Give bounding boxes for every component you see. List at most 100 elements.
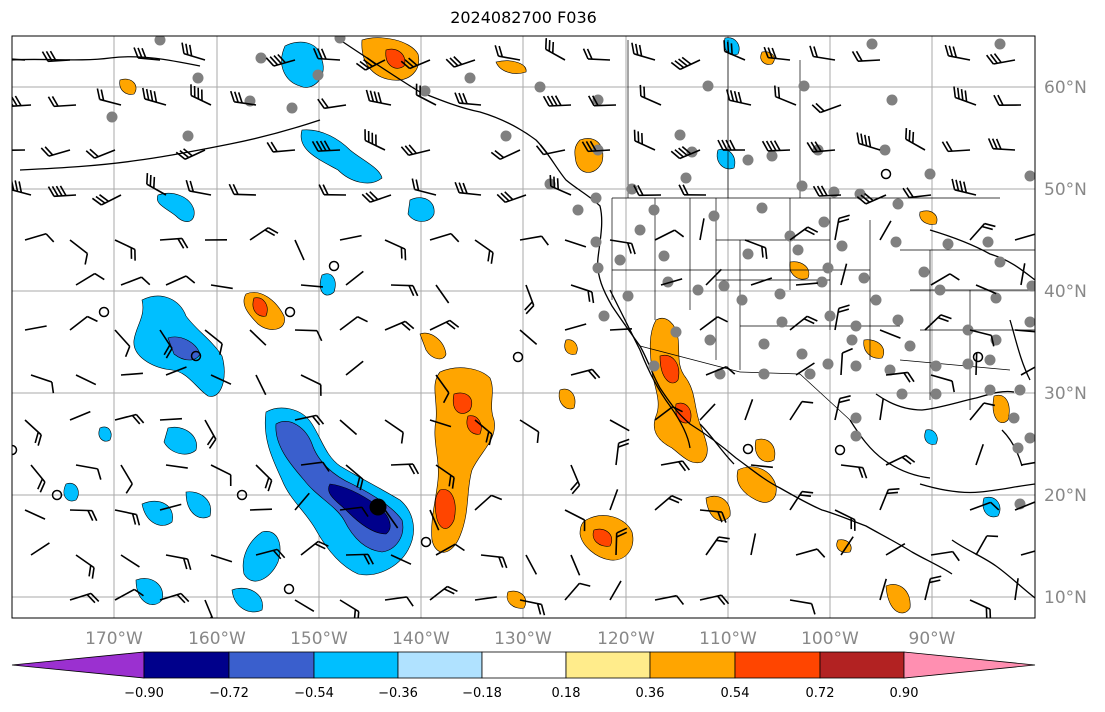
colorbar-bin-6	[565, 651, 651, 679]
wind-barb	[400, 57, 431, 70]
wind-barb	[494, 45, 521, 61]
wind-barb	[445, 56, 476, 68]
wind-barb	[564, 582, 591, 601]
wind-barb	[411, 178, 437, 196]
wind-barb	[789, 315, 818, 331]
wind-barb	[429, 585, 458, 601]
wind-barb	[190, 84, 212, 106]
wind-barb	[525, 554, 538, 575]
wind-barb	[856, 192, 887, 205]
lon-label-160w: 160°W	[188, 629, 246, 649]
wind-barb	[294, 239, 305, 261]
colorbar-bin-1	[143, 651, 230, 679]
wind-barb	[633, 184, 662, 197]
wind-barb	[609, 239, 636, 255]
wind-barb	[339, 506, 369, 517]
wind-barb	[185, 179, 212, 196]
wind-barb	[30, 464, 46, 493]
colorbar-extend-high	[903, 651, 1036, 679]
calm-wind-circles	[12, 168, 984, 595]
wind-barb	[339, 419, 358, 436]
wind-barb	[159, 417, 183, 421]
wind-barb	[496, 191, 527, 204]
wind-barb	[249, 508, 273, 511]
wind-barb	[435, 543, 465, 556]
wind-barb	[429, 509, 440, 531]
wind-barb	[969, 599, 992, 618]
wind-barb	[454, 92, 482, 106]
wind-barb	[311, 140, 341, 152]
wind-barb	[204, 329, 223, 355]
wind-barb	[975, 284, 997, 295]
wind-barb	[726, 89, 752, 106]
wind-barb	[660, 460, 690, 472]
wind-barb	[969, 402, 996, 421]
wind-barb	[519, 599, 546, 616]
wind-barb	[24, 419, 42, 446]
wind-barb	[885, 454, 916, 466]
wind-barb	[114, 588, 144, 601]
wind-barb	[840, 464, 868, 479]
wind-barb	[840, 263, 848, 286]
wind-barb	[806, 141, 836, 153]
wind-barb	[969, 329, 995, 347]
wind-barb	[114, 413, 145, 425]
wind-barb	[705, 268, 722, 286]
wind-barb	[851, 50, 881, 62]
wind-barb	[339, 316, 368, 331]
wind-barb	[210, 374, 232, 385]
wind-barb	[69, 239, 89, 265]
wind-barb	[834, 395, 851, 421]
wind-barb	[639, 84, 662, 106]
wind-barb	[879, 329, 901, 339]
wind-barb	[384, 239, 407, 261]
wind-barb	[229, 90, 257, 106]
wind-barb	[930, 550, 960, 562]
wind-barb	[114, 239, 136, 261]
wind-barb	[1014, 578, 1019, 601]
wind-barb	[435, 284, 450, 304]
wind-barb	[879, 398, 885, 421]
wind-barb	[840, 536, 854, 556]
wind-barb	[1020, 263, 1026, 286]
wind-barb	[705, 536, 730, 556]
wind-barb	[587, 95, 617, 107]
wind-barb	[474, 596, 497, 601]
colorbar-label: 0.18	[552, 686, 581, 701]
wind-barb	[840, 347, 853, 376]
wind-barb	[300, 374, 322, 396]
latitude-labels: 60°N 50°N 40°N 30°N 20°N 10°N	[1044, 78, 1087, 608]
wind-barb	[364, 129, 386, 151]
wind-barb	[750, 464, 773, 469]
wind-barb	[85, 148, 116, 159]
wind-barb	[120, 372, 143, 376]
wind-barb	[812, 185, 842, 197]
wind-barb	[249, 329, 267, 346]
lon-label-110w: 110°W	[699, 629, 757, 649]
wind-barb	[564, 323, 587, 331]
wind-barb	[120, 464, 133, 494]
colorbar-bin-3	[313, 651, 399, 679]
lat-label-40n: 40°N	[1044, 282, 1087, 302]
wind-barb	[969, 501, 1000, 511]
colorbar-label: −0.72	[209, 686, 249, 701]
wind-barb	[570, 464, 581, 495]
wind-barb	[114, 509, 141, 526]
wind-barb	[795, 362, 815, 376]
wind-barb	[429, 419, 452, 428]
wind-barb	[345, 270, 364, 286]
wind-barb	[75, 272, 105, 286]
wind-barb	[294, 329, 323, 342]
wind-barb	[615, 438, 630, 466]
wind-barb	[699, 316, 728, 331]
wind-barb	[435, 374, 450, 404]
wind-barb	[454, 181, 482, 196]
wind-barb	[519, 329, 538, 346]
wind-barb	[549, 174, 572, 196]
wind-barb	[345, 360, 364, 376]
wind-barb	[1014, 233, 1035, 241]
colorbar-labels: −0.90 −0.72 −0.54 −0.36 −0.18 0.18 0.36 …	[124, 686, 918, 701]
wind-barb	[763, 46, 791, 61]
longitude-labels: 170°W 160°W 150°W 140°W 130°W 120°W 110°…	[85, 629, 956, 649]
